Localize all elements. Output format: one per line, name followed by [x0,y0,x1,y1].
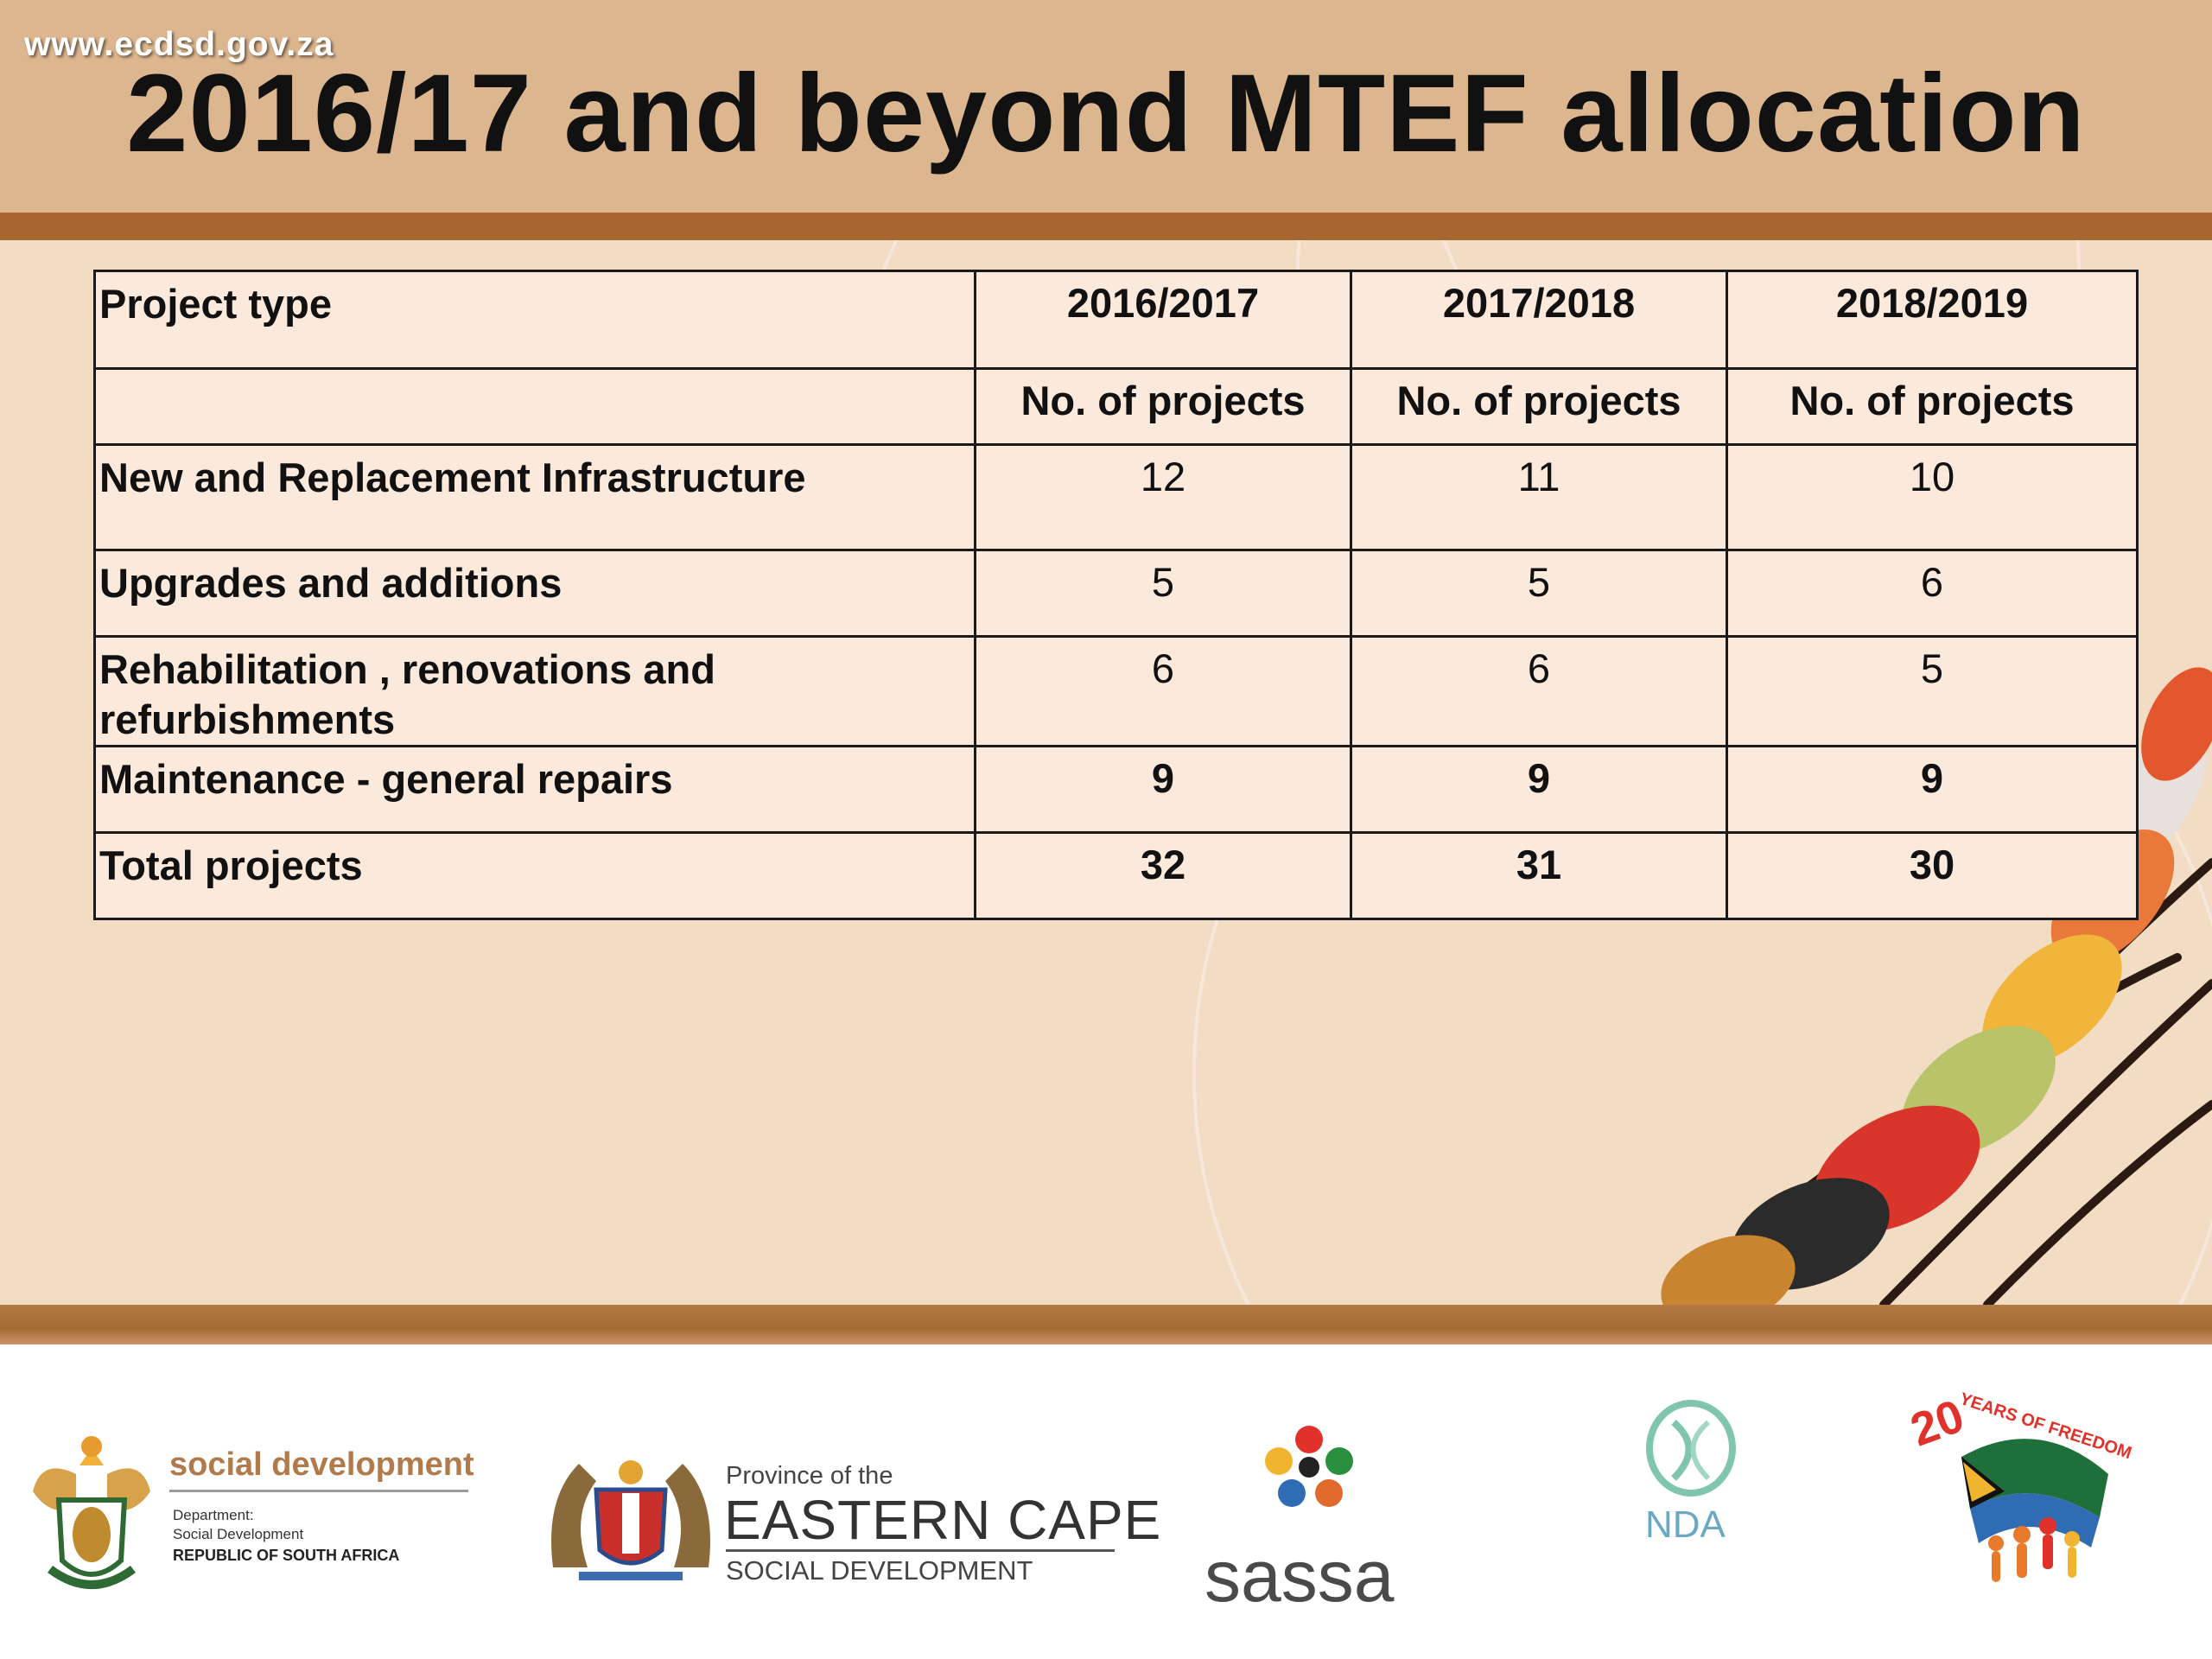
table-cell: 30 [1726,831,2139,920]
table-cell: 5 [1726,635,2139,747]
table-row: Rehabilitation , renovations and refurbi… [93,635,2139,747]
table-cell: 9 [1726,745,2139,834]
table-row: Upgrades and additions 5 5 6 [93,549,2139,638]
logo-underline [169,1490,468,1492]
logo-underline [726,1549,1115,1552]
row-label: New and Replacement Infrastructure [93,443,976,551]
column-header-2018-2019: 2018/2019 [1726,270,2139,370]
table-subheader-row: No. of projects No. of projects No. of p… [93,367,2139,446]
table-cell: 5 [974,549,1352,638]
nda-name: NDA [1645,1503,1726,1546]
mtef-allocation-table: Project type 2016/2017 2017/2018 2018/20… [93,270,2139,920]
header-band [0,0,2212,213]
row-label: Total projects [93,831,976,920]
table-cell: 11 [1350,443,1728,551]
subheader-blank [93,367,976,446]
table-cell: 5 [1350,549,1728,638]
table-row: Maintenance - general repairs 9 9 9 [93,745,2139,834]
table-cell: 6 [1350,635,1728,747]
nda-emblem-icon [1646,1400,1736,1497]
column-header-2017-2018: 2017/2018 [1350,270,1728,370]
sassa-name: sassa [1205,1535,1395,1617]
table-cell: 9 [974,745,1352,834]
table-row: New and Replacement Infrastructure 12 11… [93,443,2139,551]
social-development-name: social development [169,1446,474,1483]
subheader-cell: No. of projects [974,367,1352,446]
province-name: EASTERN CAPE [724,1489,1162,1551]
province-label: Province of the [726,1462,893,1490]
site-url: www.ecdsd.gov.za [24,26,334,63]
row-label: Upgrades and additions [93,549,976,638]
subheader-cell: No. of projects [1350,367,1728,446]
eastern-cape-coat-of-arms-icon [551,1460,710,1580]
table-cell: 32 [974,831,1352,920]
footer-logos: social development Department: Social De… [0,1344,2212,1659]
table-cell: 6 [974,635,1352,747]
table-cell: 9 [1350,745,1728,834]
coat-of-arms-icon [33,1436,150,1589]
freedom-flag-icon [1961,1439,2108,1582]
table-cell: 10 [1726,443,2139,551]
column-header-project-type: Project type [93,270,976,370]
department-name: Social Development [173,1526,304,1542]
table-cell: 6 [1726,549,2139,638]
column-header-2016-2017: 2016/2017 [974,270,1352,370]
table-cell: 12 [974,443,1352,551]
sassa-hands-icon [1265,1426,1353,1507]
province-department: SOCIAL DEVELOPMENT [726,1555,1033,1586]
subheader-cell: No. of projects [1726,367,2139,446]
table-header-row: Project type 2016/2017 2017/2018 2018/20… [93,270,2139,370]
table-total-row: Total projects 32 31 30 [93,831,2139,920]
footer-divider [0,1305,2212,1344]
row-label: Maintenance - general repairs [93,745,976,834]
country-name: REPUBLIC OF SOUTH AFRICA [173,1547,400,1564]
row-label: Rehabilitation , renovations and refurbi… [93,635,976,747]
department-label: Department: [173,1507,254,1523]
header-divider [0,213,2212,240]
table-cell: 31 [1350,831,1728,920]
slide-title: 2016/17 and beyond MTEF allocation [126,52,2086,175]
